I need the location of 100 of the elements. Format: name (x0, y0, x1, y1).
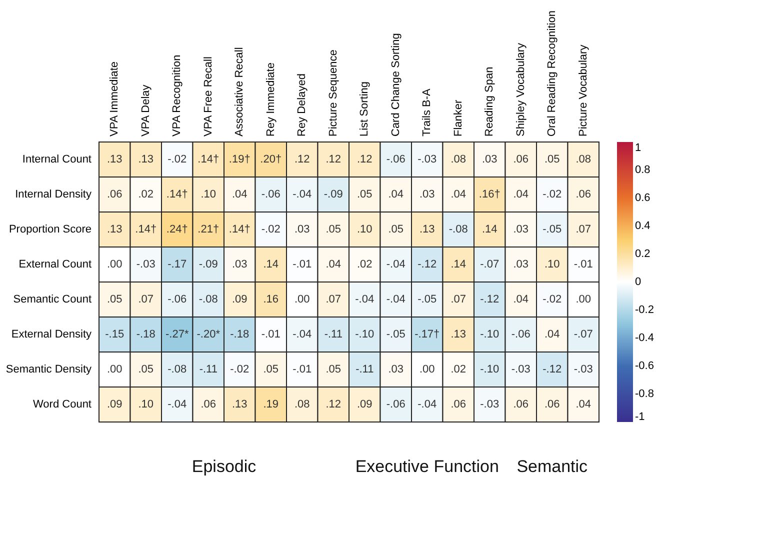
data-label: .07 (450, 294, 466, 306)
data-label: -.17† (414, 328, 440, 340)
data-label: -.08 (198, 294, 218, 306)
data-label: -.11 (324, 328, 342, 340)
data-label: -.02 (230, 364, 250, 376)
color-bar-label: -0.4 (635, 332, 654, 344)
data-label: -.03 (511, 364, 530, 376)
x-tick-label: Associative Recall (234, 47, 246, 136)
x-tick-label: Card Change Sorting (390, 33, 402, 136)
y-tick-label: Proportion Score (8, 224, 92, 236)
x-tick-label: List Sorting (358, 81, 371, 136)
data-label: .04 (326, 258, 342, 270)
data-label: -.04 (418, 398, 437, 410)
data-label: .14† (228, 224, 250, 236)
data-label: -.09 (198, 258, 218, 270)
data-label: .05 (388, 224, 404, 236)
data-label: -.12 (542, 364, 562, 376)
color-bar-label: 0.6 (635, 192, 650, 204)
data-label: .08 (576, 154, 592, 166)
data-label: -.05 (386, 328, 406, 340)
data-label: .16† (478, 188, 500, 200)
data-label: .04 (232, 188, 248, 200)
x-tick-label: Reading Span (484, 66, 496, 136)
data-label: .13 (419, 224, 435, 236)
data-label: -.03 (418, 154, 437, 166)
data-label: .02 (356, 258, 372, 270)
data-label: -.04 (386, 294, 406, 306)
x-tick-label: Oral Reading Recognition (546, 10, 558, 136)
data-label: -.02 (542, 294, 562, 306)
y-tick-label: Semantic Count (13, 294, 92, 306)
data-label: .02 (138, 188, 154, 200)
data-label: .13 (232, 398, 248, 410)
data-label: .16 (263, 294, 279, 306)
data-label: .09 (232, 294, 248, 306)
data-label: .10 (138, 398, 154, 410)
data-label: .08 (294, 398, 310, 410)
data-label: .03 (482, 154, 498, 166)
data-label: -.04 (292, 188, 312, 200)
data-label: .14† (135, 224, 157, 236)
data-label: -.18 (136, 328, 156, 340)
data-label: .03 (388, 364, 404, 376)
data-label: .07 (138, 294, 154, 306)
x-tick-label: VPA Delay (140, 84, 152, 136)
data-label: -.08 (168, 364, 187, 376)
data-label: .14 (482, 224, 498, 236)
data-label: -.05 (542, 224, 562, 236)
data-label: -.02 (542, 188, 562, 200)
data-label: .00 (106, 258, 122, 270)
data-label: .03 (419, 188, 435, 200)
x-tick-label: Flanker (452, 99, 464, 136)
data-label: .06 (450, 398, 466, 410)
text: Executive Function (355, 457, 499, 476)
data-label: .19 (263, 398, 279, 410)
data-label: .09 (356, 398, 372, 410)
data-label: -.03 (574, 364, 593, 376)
y-tick-label: Internal Density (15, 188, 92, 200)
data-label: .13 (450, 328, 466, 340)
data-label: .19† (228, 154, 250, 166)
data-label: -.12 (418, 258, 437, 270)
y-tick-label: External Density (11, 328, 92, 340)
data-label: .05 (138, 364, 154, 376)
data-label: .03 (513, 258, 529, 270)
data-label: -.10 (480, 328, 500, 340)
text: Episodic (192, 457, 257, 476)
data-label: -.11 (356, 364, 374, 376)
data-label: -.06 (168, 294, 187, 306)
data-label: .13 (106, 224, 122, 236)
data-label: .13 (106, 154, 122, 166)
data-label: .04 (388, 188, 404, 200)
data-label: -.03 (480, 398, 500, 410)
data-label: .00 (576, 294, 592, 306)
data-label: .04 (513, 294, 529, 306)
data-label: .06 (513, 398, 529, 410)
data-label: .03 (513, 224, 529, 236)
data-label: .06 (513, 154, 529, 166)
data-label: .24† (166, 224, 188, 236)
data-label: .06 (576, 188, 592, 200)
data-label: -.02 (261, 224, 280, 236)
color-bar-label: -0.2 (635, 304, 654, 316)
data-label: .10 (200, 188, 216, 200)
x-tick-label: VPA Immediate (108, 62, 121, 136)
data-label: -.11 (199, 364, 218, 376)
data-label: .12 (356, 154, 372, 166)
y-tick-label: Semantic Density (6, 364, 92, 376)
data-label: .20† (260, 154, 282, 166)
x-tick-label: Trails B-A (421, 88, 434, 136)
x-tick-label: VPA Free Recall (202, 56, 214, 136)
data-label: .05 (326, 364, 342, 376)
data-label: .05 (263, 364, 279, 376)
data-label: .05 (106, 294, 122, 306)
data-label: .09 (106, 398, 122, 410)
data-label: -.15 (105, 328, 124, 340)
data-label: .00 (106, 364, 122, 376)
data-label: -.09 (324, 188, 343, 200)
data-label: .04 (544, 328, 560, 340)
data-label: .00 (419, 364, 435, 376)
data-label: -.04 (168, 398, 187, 410)
data-label: .00 (294, 294, 310, 306)
data-label: -.04 (386, 258, 406, 270)
data-label: .06 (200, 398, 216, 410)
